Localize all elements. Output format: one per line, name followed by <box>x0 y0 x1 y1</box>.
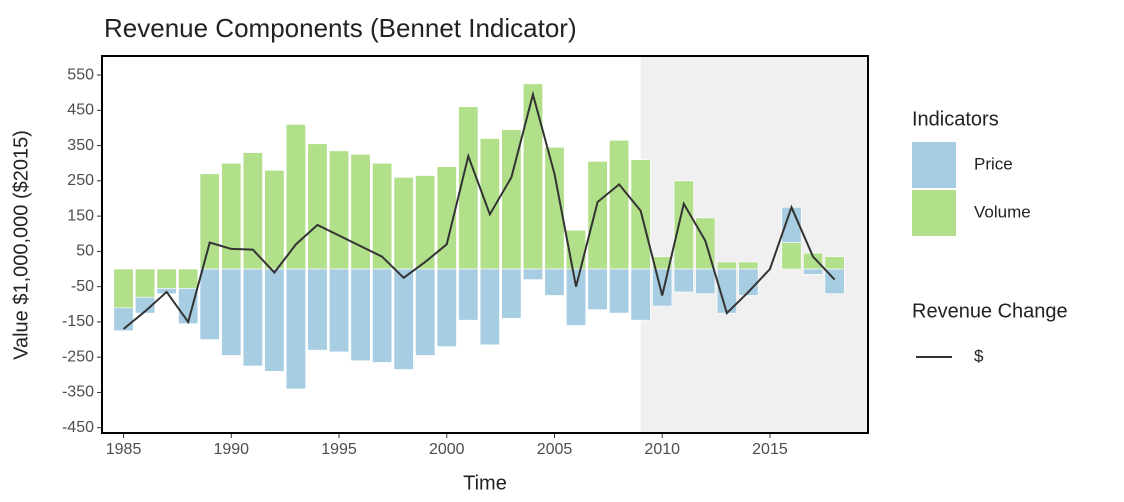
chart-title: Revenue Components (Bennet Indicator) <box>104 13 577 43</box>
bar <box>329 268 350 353</box>
bar <box>372 268 393 363</box>
bar <box>285 124 306 270</box>
bar <box>566 268 587 326</box>
bar <box>307 268 328 351</box>
bar <box>436 268 457 347</box>
x-tick-label: 1995 <box>321 441 357 458</box>
bar <box>673 268 694 293</box>
bar <box>264 268 285 372</box>
x-tick-label: 2010 <box>644 441 680 458</box>
x-tick-label: 2015 <box>752 441 788 458</box>
bar <box>652 268 673 307</box>
bar <box>501 268 522 319</box>
bar <box>479 268 500 346</box>
bar <box>415 175 436 270</box>
bar <box>587 268 608 310</box>
plot-frame <box>101 55 869 434</box>
x-tick-label: 2005 <box>537 441 573 458</box>
bar <box>221 268 242 356</box>
y-tick-label: 350 <box>67 137 94 154</box>
bar <box>350 154 371 270</box>
y-tick-label: -350 <box>62 384 94 401</box>
bar <box>522 268 543 280</box>
x-axis-label: Time <box>463 472 507 494</box>
bar <box>609 139 630 270</box>
revenue-line <box>122 90 836 330</box>
y-tick-label: -150 <box>62 313 94 330</box>
bar <box>307 143 328 270</box>
bar <box>803 268 824 275</box>
bar <box>522 83 543 270</box>
y-tick-label: -50 <box>71 278 94 295</box>
legend-label: $ <box>974 346 984 365</box>
bar <box>329 150 350 270</box>
legend-label: Volume <box>974 202 1031 221</box>
bar <box>393 268 414 370</box>
y-tick-label: 250 <box>67 172 94 189</box>
bar <box>415 268 436 356</box>
y-tick-label: -450 <box>62 419 94 436</box>
bar <box>135 268 156 298</box>
bar <box>695 268 716 294</box>
bar <box>458 268 479 321</box>
bar <box>113 307 134 332</box>
x-tick-label: 1990 <box>213 441 249 458</box>
bar <box>587 161 608 270</box>
bar <box>113 268 134 309</box>
x-tick-label: 1985 <box>106 441 142 458</box>
bar <box>738 261 759 270</box>
bar <box>242 152 263 270</box>
y-axis-label: Value $1,000,000 ($2015) <box>10 130 32 360</box>
legend-key <box>912 190 956 236</box>
y-tick-label: 50 <box>76 243 94 260</box>
bar <box>242 268 263 367</box>
bar <box>221 162 242 270</box>
legend-key <box>912 142 956 188</box>
bar <box>199 268 220 340</box>
bar <box>781 242 802 270</box>
legend-title: Indicators <box>912 108 999 130</box>
y-tick-label: 550 <box>67 66 94 83</box>
y-tick-label: 150 <box>67 207 94 224</box>
bar <box>393 177 414 270</box>
bar <box>609 268 630 314</box>
bar <box>199 173 220 270</box>
bar <box>544 268 565 296</box>
x-tick-label: 2000 <box>429 441 465 458</box>
bar <box>264 169 285 270</box>
bar <box>824 256 845 270</box>
bar <box>285 268 306 390</box>
bar <box>178 268 199 289</box>
bar <box>135 296 156 314</box>
y-tick-label: -250 <box>62 348 94 365</box>
bar <box>156 268 177 289</box>
legend-label: Price <box>974 154 1013 173</box>
bar <box>673 180 694 270</box>
bar <box>630 268 651 321</box>
y-tick-label: 450 <box>67 102 94 119</box>
legend-title: Revenue Change <box>912 300 1068 322</box>
bar <box>350 268 371 362</box>
bar <box>716 261 737 270</box>
